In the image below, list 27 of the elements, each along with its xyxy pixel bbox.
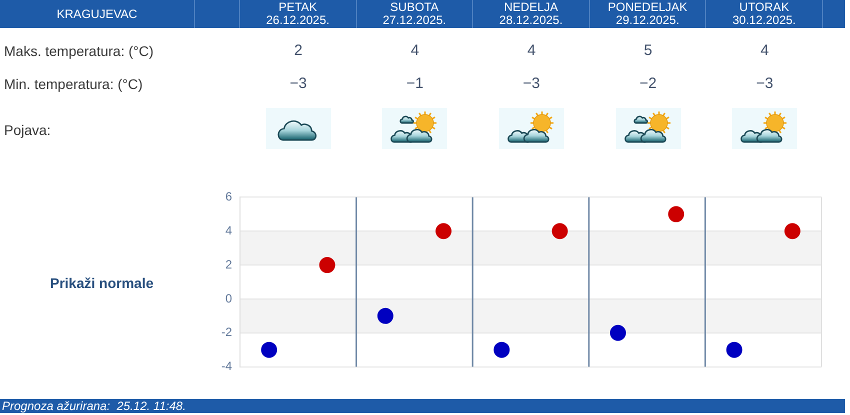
text: KRAGUJEVAC xyxy=(56,6,138,20)
y-tick-label: 2 xyxy=(225,257,232,272)
text: Maks. temperatura: (°C) xyxy=(4,43,154,59)
category-label: PETAK 26.12.2025. xyxy=(265,0,330,27)
category-label: NEDELJA 28.12.2025. xyxy=(498,0,564,27)
data-label: 4 xyxy=(410,42,420,59)
text: Min. temperatura: (°C) xyxy=(4,76,143,92)
data-label: 5 xyxy=(642,42,654,59)
category-label: UTORAK 30.12.2025. xyxy=(731,0,797,27)
y-tick-label: 4 xyxy=(225,223,232,238)
y-tick-label: 0 xyxy=(225,291,232,306)
data-label: −1 xyxy=(405,75,424,92)
data-label: 4 xyxy=(526,42,537,59)
text: Prikaži normale xyxy=(50,275,154,291)
data-label: −3 xyxy=(522,75,542,92)
y-tick-label: -4 xyxy=(221,359,232,374)
y-tick-label: -2 xyxy=(221,325,232,340)
data-label: −3 xyxy=(755,75,774,92)
text: Pojava: xyxy=(4,122,51,138)
category-label: PONEDELJAK 29.12.2025. xyxy=(606,0,688,27)
y-tick-label: 6 xyxy=(225,190,232,204)
text: Prognoza ažurirana: 25.12. 11:48. xyxy=(2,399,186,413)
category-label: SUBOTA 27.12.2025. xyxy=(382,0,448,27)
data-label: 2 xyxy=(293,42,304,59)
data-label: −3 xyxy=(288,75,308,92)
data-label: 4 xyxy=(760,42,770,59)
data-label: −2 xyxy=(638,75,658,92)
